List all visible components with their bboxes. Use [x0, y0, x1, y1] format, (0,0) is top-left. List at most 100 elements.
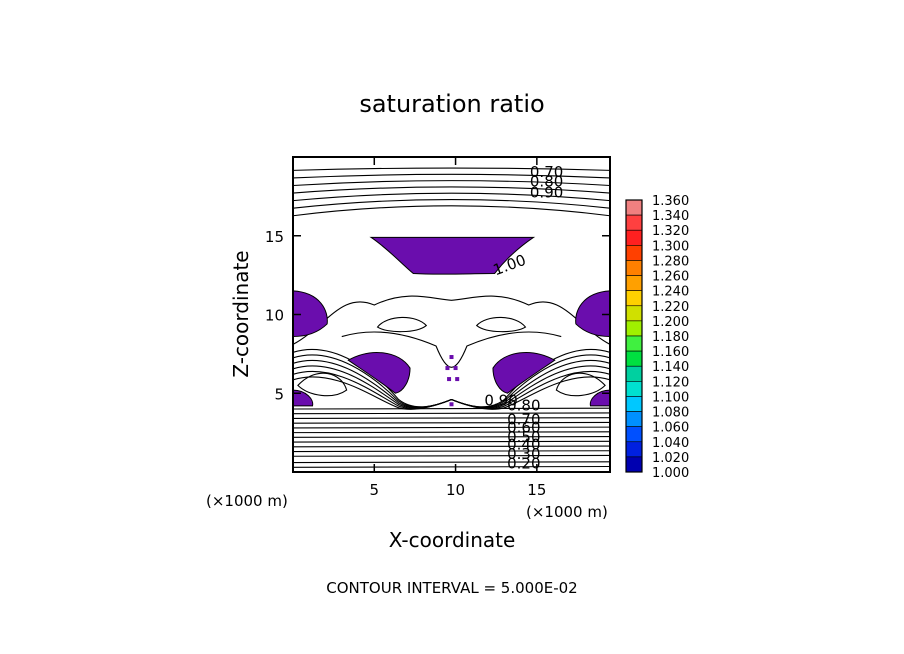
colorbar-swatch — [625, 290, 643, 307]
filled-region-dot — [449, 402, 454, 407]
filled-region-dot — [447, 377, 452, 382]
contour-line — [293, 407, 610, 410]
colorbar-swatch — [625, 426, 643, 443]
contour-line — [293, 450, 610, 453]
colorbar-swatch — [625, 305, 643, 322]
colorbar-swatch — [625, 275, 643, 291]
colorbar-label: 1.300 — [652, 239, 689, 254]
contour-line — [293, 417, 610, 419]
x-tick-label: 15 — [527, 481, 546, 499]
contour-label: 0.70 — [530, 163, 563, 181]
contour-label: 0.80 — [530, 173, 563, 191]
filled-region-low-right — [589, 389, 610, 407]
colorbar-swatch — [625, 214, 643, 231]
contour-label: 0.20 — [507, 455, 540, 473]
contour-line — [293, 431, 610, 434]
x-unit-label-left: (×1000 m) — [206, 492, 288, 510]
contour-line — [293, 198, 610, 209]
colorbar-label: 1.060 — [652, 421, 689, 436]
y-tick-label: 10 — [265, 307, 284, 325]
contour-line — [293, 180, 610, 187]
contour-line — [293, 205, 610, 217]
contour-line — [297, 372, 348, 397]
contour-line — [475, 316, 527, 333]
colorbar-swatch — [625, 229, 643, 246]
colorbar-swatch — [625, 260, 643, 276]
contour-label: 0.70 — [507, 410, 540, 428]
colorbar-frame — [625, 199, 643, 473]
colorbar-label: 1.160 — [652, 345, 689, 360]
contour-line — [293, 436, 610, 438]
y-tick-label: 5 — [274, 385, 284, 403]
colorbar-swatch — [625, 365, 643, 382]
x-axis-label: X-coordinate — [389, 528, 516, 552]
colorbar-label: 1.200 — [652, 315, 689, 330]
contour-label: 0.80 — [507, 396, 540, 414]
colorbar-swatch — [625, 320, 643, 337]
colorbar-label: 1.080 — [652, 406, 689, 421]
contour-line — [376, 316, 428, 333]
contour-line — [293, 445, 610, 448]
contour-line — [293, 412, 610, 415]
filled-region-mid-right — [492, 352, 556, 394]
contour-line — [293, 295, 610, 345]
colorbar-swatch — [625, 350, 643, 367]
contour-line — [293, 426, 610, 429]
y-tick-label: 15 — [265, 228, 284, 246]
contour-line — [293, 186, 610, 194]
contour-label: 0.90 — [484, 392, 517, 410]
filled-region-dot — [449, 355, 454, 360]
filled-region-top — [369, 236, 536, 275]
colorbar-swatch — [625, 199, 643, 216]
supersaturation-regions — [293, 236, 610, 407]
plot-area: 0.700.800.901.000.900.800.700.600.500.40… — [265, 156, 611, 499]
contour-line — [293, 376, 452, 410]
colorbar-label: 1.000 — [652, 466, 689, 481]
colorbar-label: 1.360 — [652, 194, 689, 209]
y-axis-ticks: 5 10 15 — [265, 228, 610, 403]
colorbar-label: 1.180 — [652, 330, 689, 345]
chart-title: saturation ratio — [359, 90, 544, 118]
colorbar-label: 1.140 — [652, 360, 689, 375]
colorbar-swatch — [625, 456, 643, 473]
colorbar: 1.3601.3401.3201.3001.2801.2601.2401.220… — [625, 194, 689, 481]
contour-line — [293, 167, 610, 171]
contour-line — [293, 465, 610, 468]
x-tick-label: 5 — [370, 481, 380, 499]
colorbar-label: 1.100 — [652, 390, 689, 405]
colorbar-swatch — [625, 411, 643, 427]
colorbar-label: 1.320 — [652, 224, 689, 239]
contour-line — [555, 372, 606, 397]
colorbar-swatch — [625, 396, 643, 412]
filled-region-dot — [455, 377, 460, 382]
contour-line — [293, 454, 610, 457]
filled-region-right — [575, 290, 610, 338]
colorbar-swatch — [625, 245, 643, 261]
x-axis-ticks: 5 10 15 — [370, 157, 546, 499]
y-axis-label: Z-coordinate — [229, 250, 253, 377]
filled-region-dot — [445, 366, 450, 371]
contour-label: 0.90 — [530, 184, 563, 202]
colorbar-swatch — [625, 335, 643, 352]
contour-line — [293, 421, 610, 424]
footer-contour-interval: CONTOUR INTERVAL = 5.000E-02 — [326, 579, 577, 597]
contour-label: 0.60 — [507, 418, 540, 436]
colorbar-label: 1.340 — [652, 209, 689, 224]
colorbar-swatch — [625, 381, 643, 397]
contour-lines — [293, 167, 610, 468]
contour-line — [293, 461, 610, 464]
contour-line — [293, 173, 610, 179]
colorbar-label: 1.240 — [652, 285, 689, 300]
filled-region-left — [293, 290, 328, 338]
colorbar-label: 1.020 — [652, 451, 689, 466]
colorbar-label: 1.220 — [652, 300, 689, 315]
contour-label: 0.40 — [507, 436, 540, 454]
colorbar-label: 1.280 — [652, 254, 689, 269]
x-unit-label-right: (×1000 m) — [526, 503, 608, 521]
contour-label: 0.30 — [507, 445, 540, 463]
colorbar-swatch — [625, 441, 643, 458]
filled-region-mid-left — [347, 352, 411, 394]
contour-label: 0.50 — [507, 428, 540, 446]
contour-line — [293, 440, 610, 443]
